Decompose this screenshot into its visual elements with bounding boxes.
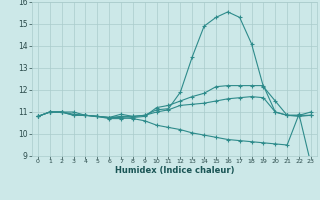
X-axis label: Humidex (Indice chaleur): Humidex (Indice chaleur) <box>115 166 234 175</box>
